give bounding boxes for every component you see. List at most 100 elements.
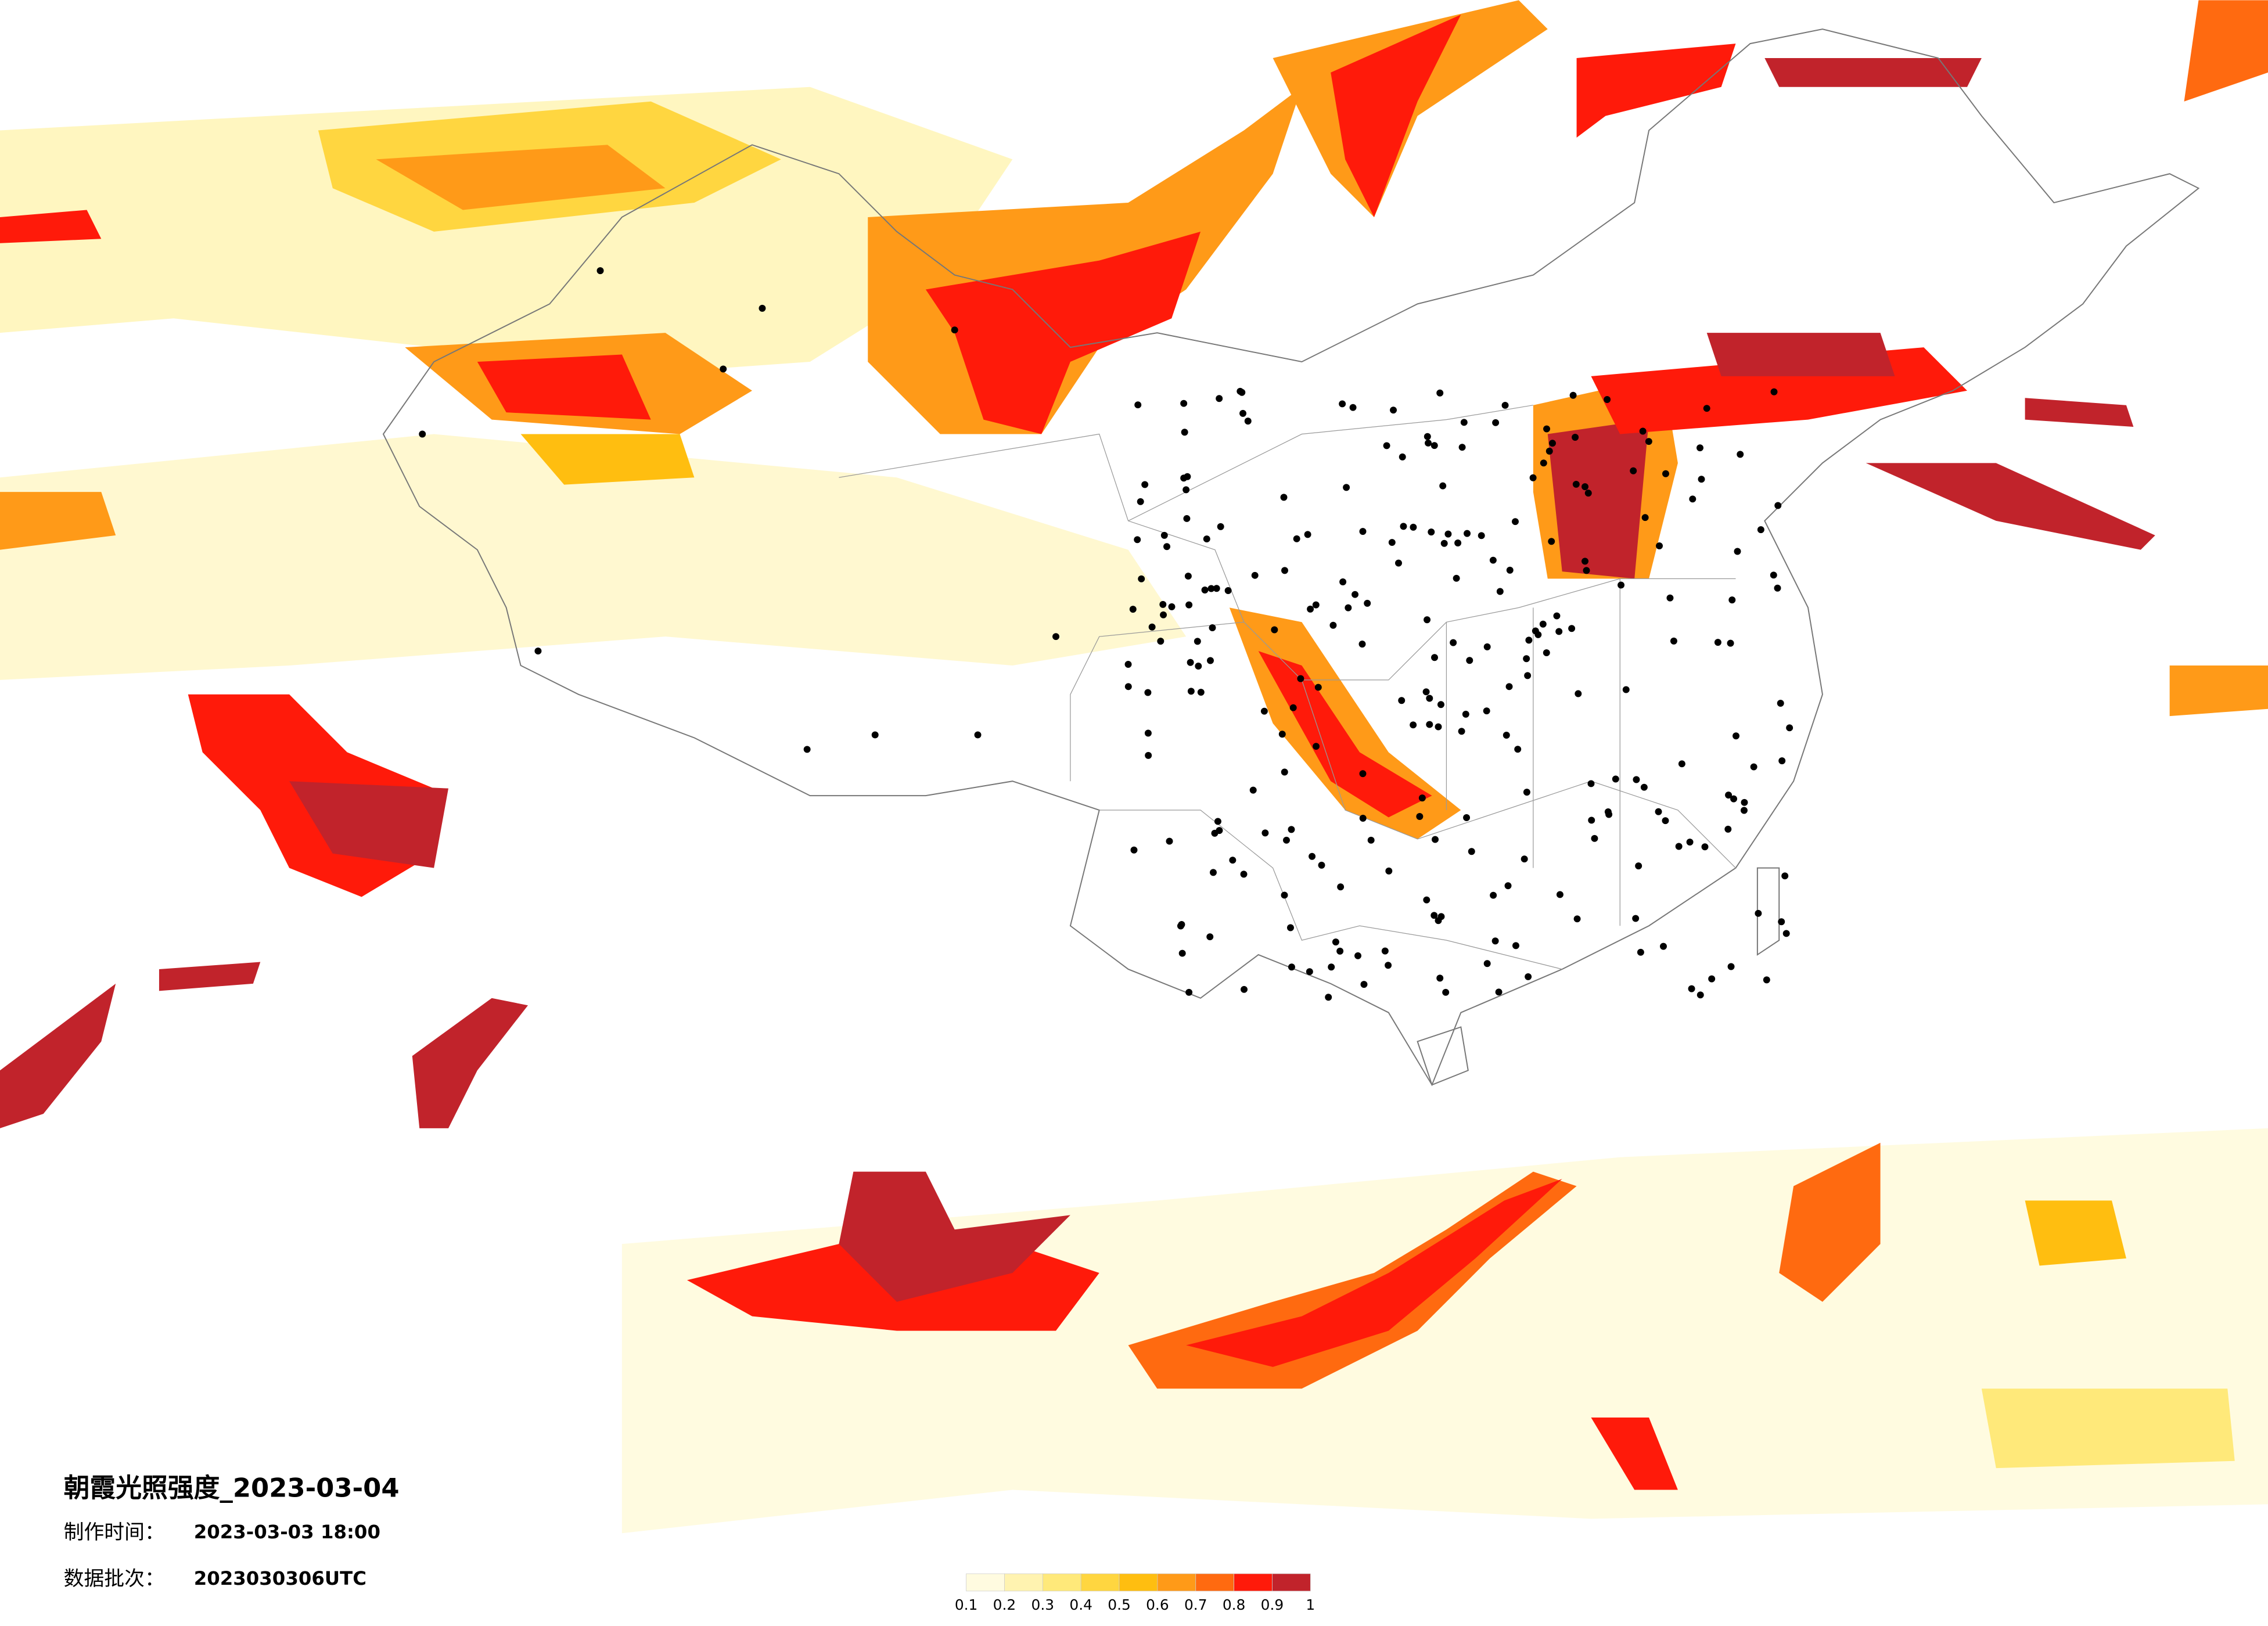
city-dot xyxy=(1584,490,1592,497)
city-dot xyxy=(1708,975,1716,983)
city-dot xyxy=(1630,467,1637,474)
city-dot xyxy=(1632,915,1640,922)
city-dot xyxy=(1157,638,1164,645)
city-dot xyxy=(1539,620,1547,628)
city-dot xyxy=(1134,536,1141,544)
color-box xyxy=(1119,1573,1158,1592)
city-dot xyxy=(1734,548,1741,555)
colorbar-tick-label: 0.6 xyxy=(1146,1596,1169,1613)
city-dot xyxy=(596,267,604,275)
city-dot xyxy=(1424,616,1431,624)
city-dot xyxy=(1637,948,1644,956)
city-dot xyxy=(1553,612,1561,620)
city-dot xyxy=(1332,938,1339,946)
city-dot xyxy=(1206,933,1214,941)
city-dot xyxy=(1306,968,1313,976)
city-dot xyxy=(1430,912,1438,919)
city-dot xyxy=(1148,623,1156,631)
city-dot xyxy=(1655,808,1662,815)
info-value: 2023-03-03 18:00 xyxy=(194,1521,380,1543)
city-dot xyxy=(1293,535,1300,542)
city-dot xyxy=(1144,729,1152,737)
city-dot xyxy=(1512,942,1519,949)
city-dot xyxy=(1359,770,1367,778)
city-dot xyxy=(1572,434,1579,441)
city-dot xyxy=(1289,704,1297,711)
city-dot xyxy=(1656,542,1663,549)
city-dot xyxy=(1185,988,1193,996)
city-dot xyxy=(1288,826,1295,833)
city-dot xyxy=(1185,601,1193,609)
city-dot xyxy=(1489,556,1497,564)
city-dot xyxy=(1385,867,1393,875)
colorbar-tick-label: 1 xyxy=(1306,1596,1315,1613)
city-dot xyxy=(1281,567,1288,574)
city-dot xyxy=(1728,596,1736,604)
city-dot xyxy=(1442,988,1450,996)
city-dot xyxy=(1757,526,1764,534)
city-dot xyxy=(759,304,766,312)
city-dot xyxy=(1410,523,1417,531)
city-dot xyxy=(1532,627,1539,635)
city-dot xyxy=(1430,442,1438,449)
city-dot xyxy=(534,647,542,655)
city-dot xyxy=(1224,587,1232,594)
city-dot xyxy=(1436,974,1444,982)
city-dot xyxy=(1604,808,1612,815)
color-box xyxy=(1234,1573,1273,1592)
city-dot xyxy=(1505,683,1513,690)
city-dot xyxy=(1727,963,1735,970)
city-dot xyxy=(1466,657,1473,664)
city-dot xyxy=(1454,539,1462,547)
color-box xyxy=(966,1573,1005,1592)
city-dot xyxy=(1395,559,1402,567)
city-dot xyxy=(1163,543,1171,551)
city-dot xyxy=(1129,606,1137,613)
city-dot xyxy=(1201,586,1209,593)
city-dot xyxy=(1512,518,1519,526)
city-dot xyxy=(1390,406,1397,414)
city-dot xyxy=(1203,535,1210,543)
city-dot xyxy=(1138,575,1145,582)
city-dot xyxy=(1194,638,1201,645)
colorbar-tick-label: 0.7 xyxy=(1184,1596,1207,1613)
city-dot xyxy=(1490,891,1497,899)
city-dot xyxy=(1496,588,1504,595)
city-dot xyxy=(1750,763,1757,771)
city-dot xyxy=(1367,836,1375,844)
city-dot xyxy=(1483,960,1491,967)
city-dot xyxy=(1524,672,1532,679)
city-dot xyxy=(1591,834,1598,842)
city-dot xyxy=(1548,538,1555,545)
city-dot xyxy=(1160,531,1168,539)
city-dot xyxy=(1662,817,1669,825)
city-dot xyxy=(1460,419,1468,426)
city-dot xyxy=(1503,732,1510,739)
city-dot xyxy=(1491,937,1499,945)
city-dot xyxy=(1209,624,1216,631)
city-dot xyxy=(1582,557,1588,565)
city-dot xyxy=(1678,760,1685,768)
city-dot xyxy=(1216,395,1223,402)
city-dot xyxy=(1468,848,1475,855)
city-dot xyxy=(1483,643,1491,650)
city-dot xyxy=(1187,659,1194,666)
city-dot xyxy=(1309,852,1316,860)
city-dot xyxy=(1774,584,1781,592)
city-dot xyxy=(1583,567,1590,574)
colorbar-tick-label: 0.9 xyxy=(1261,1596,1284,1613)
city-dot xyxy=(1418,794,1426,802)
city-dot xyxy=(1492,419,1500,426)
city-dot xyxy=(1640,783,1648,791)
city-dot xyxy=(1195,662,1202,670)
city-dot xyxy=(1425,439,1432,447)
city-dot xyxy=(1504,882,1512,890)
city-dot xyxy=(1349,404,1357,411)
city-dot xyxy=(1770,388,1778,395)
city-dot xyxy=(720,365,727,373)
city-dot xyxy=(1741,798,1748,806)
city-dot xyxy=(1696,991,1704,999)
city-dot xyxy=(1217,523,1224,530)
city-dot xyxy=(1339,578,1347,586)
city-dot xyxy=(1555,628,1563,635)
